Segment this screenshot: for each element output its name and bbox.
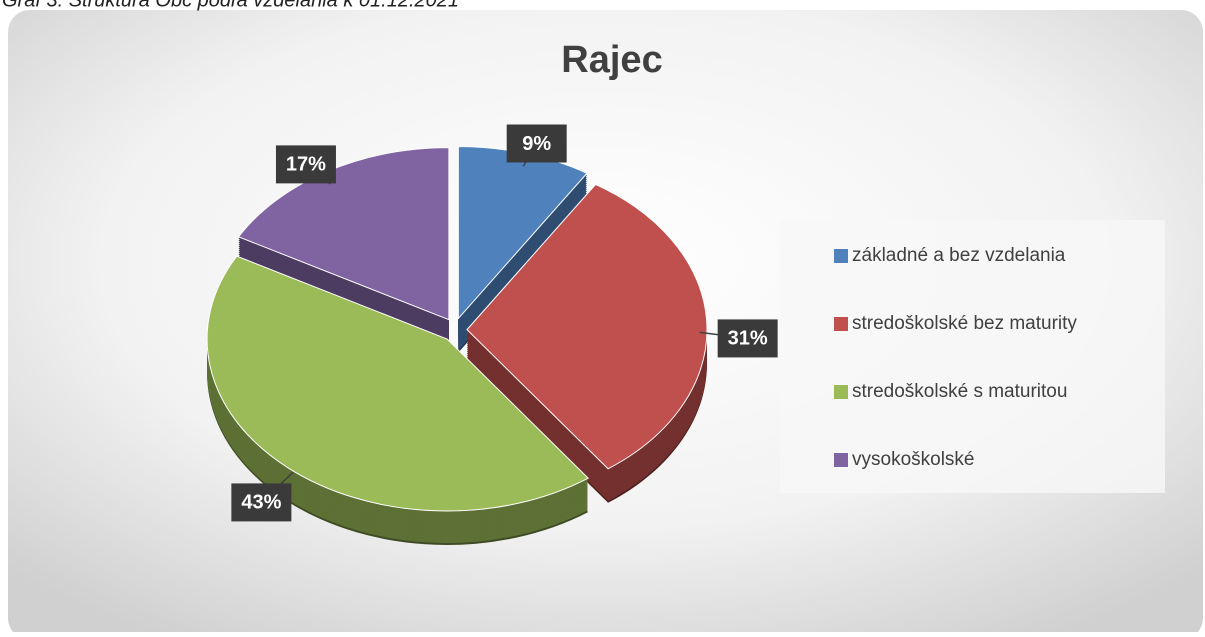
- caption: Graf 3: Štruktúra Obč podľa vzdelania k …: [2, 0, 459, 11]
- slice: [466, 183, 708, 470]
- data-label-box: [275, 145, 336, 184]
- legend-label: vysokoškolské: [852, 449, 975, 470]
- data-label: 31%: [728, 328, 768, 350]
- data-label: 43%: [241, 492, 281, 514]
- slice: [206, 255, 589, 512]
- legend-label: základné a bez vzdelania: [852, 245, 1066, 266]
- legend-swatch: [834, 385, 848, 399]
- data-label-box: [717, 319, 778, 358]
- data-label-box: [231, 483, 292, 522]
- legend-label: stredoškolské bez maturity: [852, 313, 1077, 334]
- data-label-box: [506, 124, 567, 163]
- chart-title: Rajec: [561, 39, 662, 81]
- legend-swatch: [834, 317, 848, 331]
- legend-box: [780, 220, 1165, 493]
- pie: [206, 145, 708, 546]
- data-label: 9%: [522, 133, 551, 155]
- legend-swatch: [834, 453, 848, 467]
- legend-swatch: [834, 249, 848, 263]
- data-label: 17%: [286, 154, 326, 176]
- legend-label: stredoškolské s maturitou: [852, 381, 1067, 402]
